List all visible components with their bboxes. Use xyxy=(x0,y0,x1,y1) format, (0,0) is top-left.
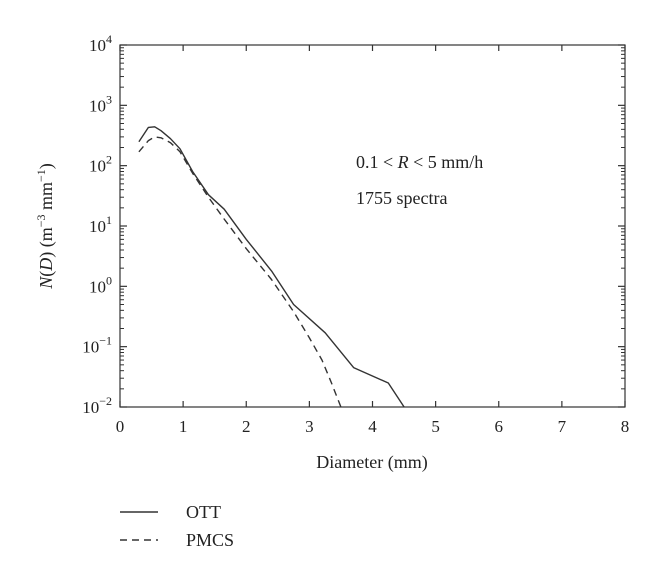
y-tick-label: 102 xyxy=(89,153,112,176)
y-axis-title: N(D) (m−3 mm−1) xyxy=(34,163,57,290)
legend-label-ott: OTT xyxy=(186,502,221,522)
x-tick-label: 7 xyxy=(558,417,567,436)
y-tick-label: 103 xyxy=(89,92,112,115)
x-axis-title: Diameter (mm) xyxy=(316,452,427,473)
rate-annotation: 0.1 < R < 5 mm/h xyxy=(356,152,483,172)
y-tick-label: 104 xyxy=(89,32,112,55)
series-line-pmcs xyxy=(138,136,342,408)
x-tick-label: 2 xyxy=(242,417,251,436)
x-tick-label: 1 xyxy=(179,417,188,436)
x-axis-ticks: 0 1 2 3 4 5 6 7 8 xyxy=(116,45,630,436)
y-tick-label: 101 xyxy=(89,213,112,236)
series-layer xyxy=(138,126,405,408)
y-axis-ticks: 10−2 10−1 100 101 102 103 104 xyxy=(82,32,625,417)
y-tick-label: 10−2 xyxy=(82,394,112,417)
x-tick-label: 5 xyxy=(431,417,440,436)
x-tick-label: 8 xyxy=(621,417,630,436)
x-tick-label: 0 xyxy=(116,417,125,436)
x-tick-label: 4 xyxy=(368,417,377,436)
x-tick-label: 3 xyxy=(305,417,314,436)
legend: OTT PMCS xyxy=(120,502,234,550)
y-tick-label: 10−1 xyxy=(82,334,112,357)
spectra-count-annotation: 1755 spectra xyxy=(356,188,447,208)
legend-label-pmcs: PMCS xyxy=(186,530,234,550)
series-line-ott xyxy=(138,126,405,408)
y-tick-label: 100 xyxy=(89,273,112,296)
x-tick-label: 6 xyxy=(495,417,504,436)
